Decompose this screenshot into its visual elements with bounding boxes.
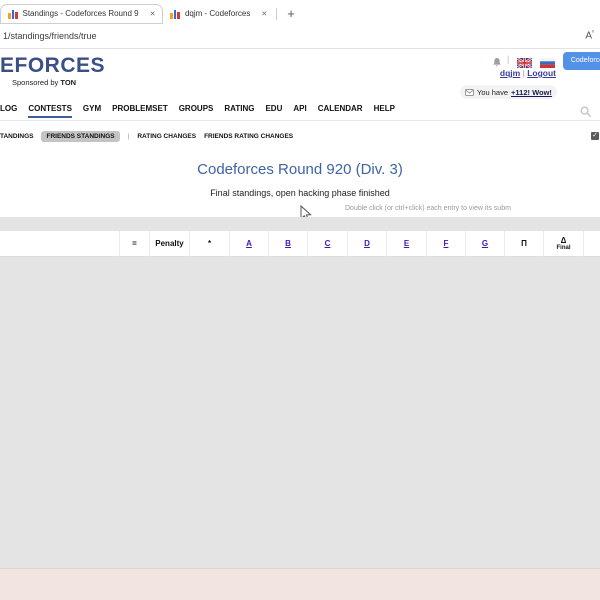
tab-close-icon[interactable]: ✕ (149, 10, 156, 18)
column-header-Π: Π (505, 231, 544, 257)
nav-divider-line (0, 120, 600, 121)
column-label: Δ (560, 236, 567, 245)
nav-item-log[interactable]: LOG (0, 104, 18, 113)
standings-subnav: TANDINGS FRIENDS STANDINGS | RATING CHANGES… (0, 131, 293, 142)
codeforces-favicon (170, 9, 180, 19)
column-header-Penalty: Penalty (150, 231, 190, 257)
column-label[interactable]: B (285, 239, 291, 248)
standings-table-frame: = Penalty * A B C D E F G Π Δ Final (0, 217, 600, 569)
column-header-C[interactable]: C (308, 231, 348, 257)
contest-title[interactable]: Codeforces Round 920 (Div. 3) (197, 161, 403, 178)
url-text[interactable]: 1/standings/friends/true (3, 31, 97, 41)
nav-item-api[interactable]: API (293, 104, 307, 113)
column-header-Δ: Δ Final (544, 231, 584, 257)
browser-tab[interactable]: dqjm - Codeforces ✕ (163, 4, 274, 24)
contest-subtitle: Final standings, open hacking phase fini… (210, 188, 390, 198)
russian-flag-icon[interactable] (540, 55, 555, 68)
text-size-icon[interactable]: A (585, 30, 594, 42)
column-label: = (132, 239, 137, 248)
nav-item-rating[interactable]: RATING (224, 104, 255, 113)
column-label[interactable]: E (403, 239, 410, 248)
nav-item-groups[interactable]: GROUPS (178, 104, 214, 113)
browser-tab-bar: Standings - Codeforces Round 9 ✕ dqjm - Co… (0, 0, 600, 24)
nav-item-gym[interactable]: GYM (82, 104, 102, 113)
tab-title: Standings - Codeforces Round 9 (22, 9, 139, 18)
column-sublabel: Final (556, 245, 571, 251)
codeforces-logo[interactable]: EFORCES (0, 54, 106, 77)
new-tab-button[interactable]: + (287, 6, 295, 21)
column-label: Penalty (155, 239, 184, 248)
column-label[interactable]: C (324, 239, 331, 248)
column-header-A[interactable]: A (230, 231, 269, 257)
subnav-item-friends-rating-changes[interactable]: FRIENDS RATING CHANGES (204, 133, 294, 140)
column-header-E[interactable]: E (387, 231, 427, 257)
standings-table: = Penalty * A B C D E F G Π Δ Final (0, 231, 600, 257)
logout-link[interactable]: Logout (527, 68, 556, 78)
sponsored-prefix: Sponsored by (12, 78, 61, 87)
rating-notice[interactable]: You have +112! Wow! (460, 85, 557, 99)
nav-item-contests[interactable]: CONTESTS (28, 104, 72, 118)
sponsored-by-ton[interactable]: Sponsored by TON (12, 78, 76, 87)
subnav-item-friends-standings[interactable]: FRIENDS STANDINGS (41, 131, 120, 142)
windows-taskbar (0, 568, 600, 600)
subnav-item-tandings[interactable]: TANDINGS (0, 133, 34, 140)
username-link[interactable]: dqjm (499, 68, 521, 78)
column-header-B[interactable]: B (269, 231, 308, 257)
column-label: * (207, 239, 212, 248)
envelope-icon (465, 88, 474, 96)
tab-divider (276, 7, 278, 20)
user-pipe: | (522, 68, 525, 78)
nav-item-edu[interactable]: EDU (265, 104, 283, 113)
user-line: dqjm | Logout (500, 68, 556, 78)
column-header-=: = (120, 231, 150, 257)
subnav-divider: | (127, 133, 130, 140)
codeforces-favicon (8, 9, 18, 19)
header-pipe: | (507, 54, 510, 64)
browser-url-bar[interactable]: 1/standings/friends/true A (0, 24, 600, 49)
show-unofficial-checkbox[interactable]: ✓ (591, 132, 599, 140)
browser-tab[interactable]: Standings - Codeforces Round 9 ✕ (0, 3, 164, 24)
tab-close-icon[interactable]: ✕ (261, 10, 268, 18)
column-label[interactable]: G (481, 239, 489, 248)
column-label[interactable]: D (364, 239, 370, 248)
main-nav: LOG CONTESTS GYM PROBLEMSET GROUPS RATING EDU A… (0, 104, 395, 118)
subnav-item-rating-changes[interactable]: RATING CHANGES (137, 133, 197, 140)
column-header-*: * (190, 231, 230, 257)
double-click-hint: Double click (or ctrl+click) each entry … (345, 205, 511, 212)
rating-delta-link[interactable]: +112! Wow! (511, 87, 552, 97)
column-header-G[interactable]: G (466, 231, 505, 257)
tab-title: dqjm - Codeforces (184, 9, 251, 18)
search-icon[interactable] (580, 105, 592, 123)
column-label: Π (521, 239, 527, 248)
ton-brand: TON (60, 78, 77, 87)
column-label[interactable]: F (443, 239, 449, 248)
nav-item-calendar[interactable]: CALENDAR (317, 104, 363, 113)
nav-item-problemset[interactable]: PROBLEMSET (112, 104, 168, 113)
handle-column-header (0, 231, 120, 257)
codeforces-cta-button[interactable]: Codeforce (563, 52, 600, 70)
edge-column-header (584, 231, 600, 257)
standings-header-row: = Penalty * A B C D E F G Π Δ Final (0, 231, 600, 257)
nav-item-help[interactable]: HELP (373, 104, 395, 113)
codeforces-page: EFORCES Sponsored by TON | Codeforce dqj… (0, 49, 600, 569)
bell-icon[interactable] (492, 55, 502, 73)
tabs-container: Standings - Codeforces Round 9 ✕ dqjm - Co… (0, 1, 274, 24)
column-label[interactable]: A (246, 239, 252, 248)
english-flag-icon[interactable] (516, 55, 533, 69)
column-header-D[interactable]: D (348, 231, 387, 257)
notice-prefix: You have (477, 87, 509, 97)
column-header-F[interactable]: F (427, 231, 466, 257)
